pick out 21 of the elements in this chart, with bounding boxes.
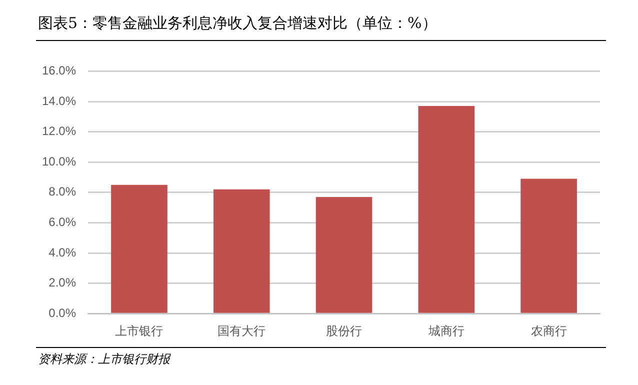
x-tick-label: 国有大行 [218,324,266,338]
bar [213,189,270,313]
x-tick-label: 上市银行 [115,324,164,338]
x-tick-label: 股份行 [326,324,362,338]
y-tick-label: 14.0% [42,94,76,108]
bar [520,178,577,313]
x-tick-label: 城商行 [427,324,464,338]
y-tick-label: 0.0% [48,306,76,320]
text: 资料来源：上市银行财报 [38,351,170,368]
bar [111,184,168,313]
y-tick-label: 4.0% [48,245,76,260]
bar [418,106,475,313]
bar [316,196,372,313]
y-tick-label: 16.0% [42,64,76,78]
y-tick-label: 10.0% [42,154,76,168]
y-tick-label: 8.0% [48,184,76,199]
y-tick-label: 12.0% [42,124,76,138]
chart-title: 图表5：零售金融业务利息净收入复合增速对比（单位：%） [38,14,437,33]
y-tick-label: 6.0% [48,215,76,230]
y-tick-label: 2.0% [48,276,76,290]
x-tick-label: 农商行 [530,324,567,338]
